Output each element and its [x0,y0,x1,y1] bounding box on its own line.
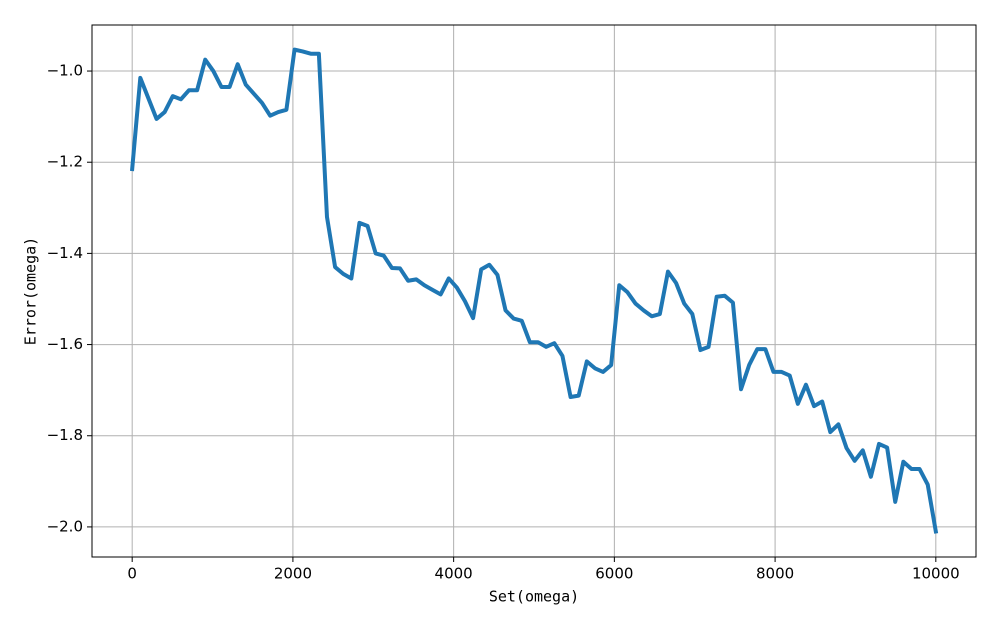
x-tick-label: 4000 [435,565,473,583]
y-axis-label: Error(omega) [22,237,40,345]
x-tick-label: 10000 [912,565,960,583]
x-tick-label: 2000 [274,565,312,583]
y-tick-label: −1.8 [47,426,83,444]
y-tick-label: −1.0 [47,62,83,80]
y-tick-label: −1.2 [47,153,83,171]
y-tick-label: −1.6 [47,335,83,353]
y-tick-label: −2.0 [47,517,83,535]
x-axis-label: Set(omega) [489,588,579,606]
plot-frame [91,24,977,558]
x-tick-label: 0 [127,565,137,583]
x-tick-label: 6000 [595,565,633,583]
data-line [130,47,939,534]
x-tick-label: 8000 [756,565,794,583]
y-tick-label: −1.4 [47,244,83,262]
